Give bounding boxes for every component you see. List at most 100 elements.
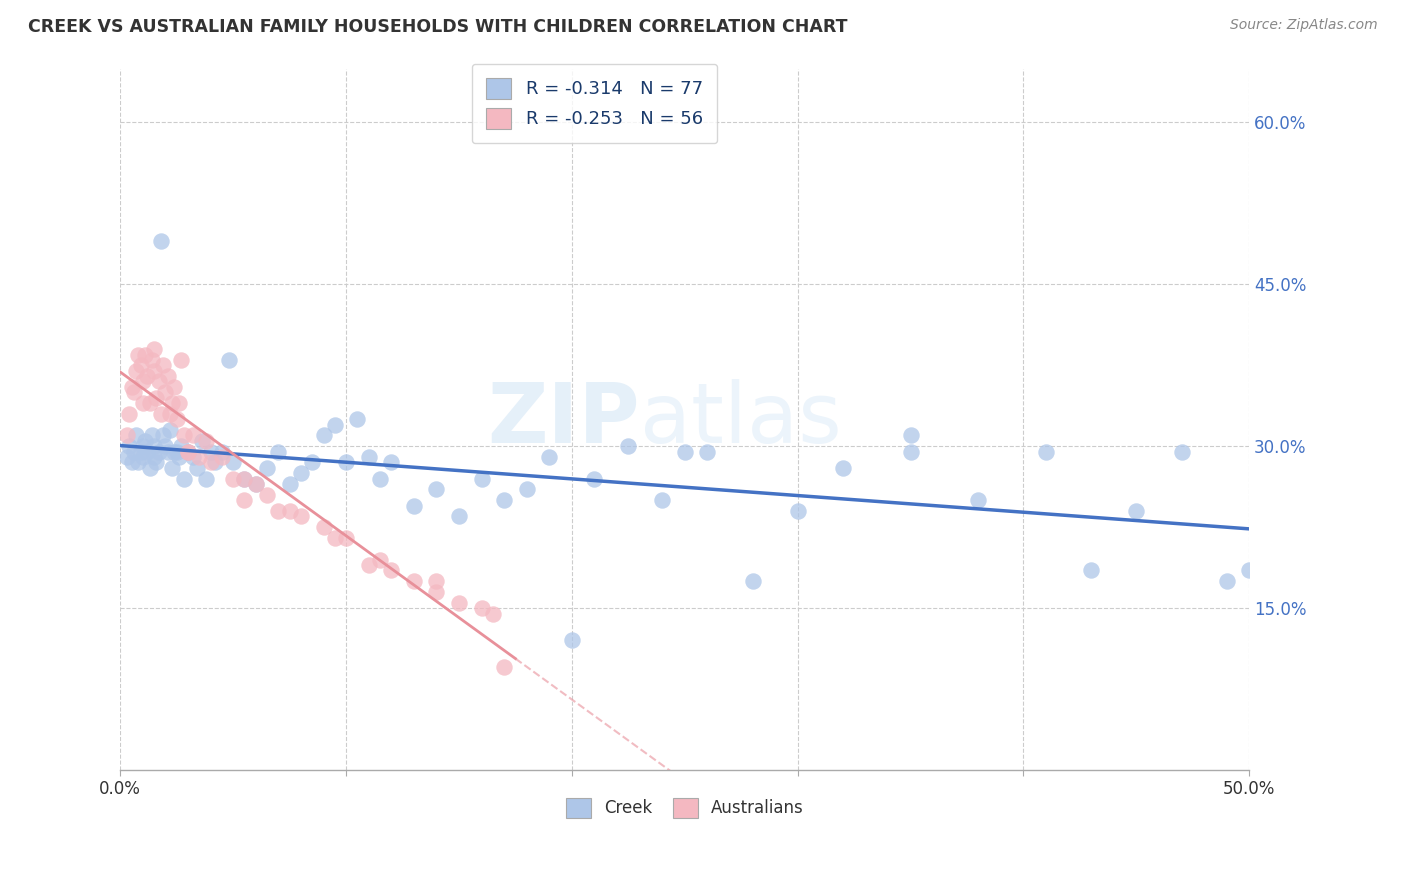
- Point: [312, 428, 335, 442]
- Point: [134, 347, 156, 361]
- Point: [129, 359, 152, 373]
- Point: [1035, 444, 1057, 458]
- Point: [159, 407, 181, 421]
- Text: atlas: atlas: [640, 379, 841, 459]
- Point: [583, 472, 606, 486]
- Point: [132, 396, 155, 410]
- Point: [177, 444, 200, 458]
- Point: [200, 444, 222, 458]
- Point: [136, 369, 159, 384]
- Point: [368, 472, 391, 486]
- Point: [1125, 504, 1147, 518]
- Point: [118, 439, 141, 453]
- Point: [323, 417, 346, 432]
- Point: [900, 444, 922, 458]
- Point: [163, 380, 186, 394]
- Point: [516, 483, 538, 497]
- Text: CREEK VS AUSTRALIAN FAMILY HOUSEHOLDS WITH CHILDREN CORRELATION CHART: CREEK VS AUSTRALIAN FAMILY HOUSEHOLDS WI…: [28, 18, 848, 36]
- Point: [290, 509, 312, 524]
- Point: [152, 359, 174, 373]
- Point: [145, 455, 167, 469]
- Point: [380, 455, 402, 469]
- Point: [323, 531, 346, 545]
- Point: [155, 385, 177, 400]
- Point: [346, 412, 368, 426]
- Point: [494, 493, 516, 508]
- Point: [218, 352, 240, 367]
- Point: [233, 472, 256, 486]
- Point: [170, 352, 193, 367]
- Point: [166, 444, 188, 458]
- Point: [177, 444, 200, 458]
- Point: [211, 444, 233, 458]
- Point: [195, 472, 218, 486]
- Point: [195, 434, 218, 448]
- Point: [118, 407, 141, 421]
- Point: [357, 450, 380, 464]
- Point: [617, 439, 640, 453]
- Point: [152, 428, 174, 442]
- Point: [200, 455, 222, 469]
- Point: [125, 428, 148, 442]
- Point: [301, 455, 323, 469]
- Legend: Creek, Australians: Creek, Australians: [560, 791, 810, 825]
- Point: [233, 493, 256, 508]
- Point: [186, 460, 208, 475]
- Point: [651, 493, 673, 508]
- Point: [256, 460, 278, 475]
- Point: [148, 375, 170, 389]
- Point: [188, 450, 211, 464]
- Point: [148, 444, 170, 458]
- Point: [245, 477, 267, 491]
- Point: [471, 472, 494, 486]
- Point: [673, 444, 696, 458]
- Point: [173, 428, 195, 442]
- Point: [494, 660, 516, 674]
- Point: [380, 563, 402, 577]
- Point: [143, 439, 166, 453]
- Point: [115, 428, 138, 442]
- Point: [132, 439, 155, 453]
- Point: [967, 493, 990, 508]
- Point: [831, 460, 853, 475]
- Point: [447, 596, 470, 610]
- Point: [181, 428, 204, 442]
- Point: [156, 444, 179, 458]
- Point: [122, 385, 145, 400]
- Point: [138, 460, 160, 475]
- Point: [278, 477, 301, 491]
- Text: ZIP: ZIP: [486, 379, 640, 459]
- Point: [136, 444, 159, 458]
- Point: [141, 428, 163, 442]
- Point: [741, 574, 763, 589]
- Point: [471, 601, 494, 615]
- Point: [211, 450, 233, 464]
- Point: [425, 585, 447, 599]
- Point: [129, 444, 152, 458]
- Point: [177, 444, 200, 458]
- Text: Source: ZipAtlas.com: Source: ZipAtlas.com: [1230, 18, 1378, 32]
- Point: [402, 499, 425, 513]
- Point: [267, 504, 290, 518]
- Point: [149, 234, 172, 248]
- Point: [482, 607, 505, 621]
- Point: [256, 488, 278, 502]
- Point: [696, 444, 718, 458]
- Point: [141, 352, 163, 367]
- Point: [368, 552, 391, 566]
- Point: [132, 375, 155, 389]
- Point: [167, 450, 190, 464]
- Point: [245, 477, 267, 491]
- Point: [132, 450, 155, 464]
- Point: [167, 396, 190, 410]
- Point: [233, 472, 256, 486]
- Point: [160, 396, 183, 410]
- Point: [155, 439, 177, 453]
- Point: [125, 364, 148, 378]
- Point: [149, 407, 172, 421]
- Point: [159, 423, 181, 437]
- Point: [335, 455, 357, 469]
- Point: [143, 364, 166, 378]
- Point: [143, 450, 166, 464]
- Point: [121, 380, 143, 394]
